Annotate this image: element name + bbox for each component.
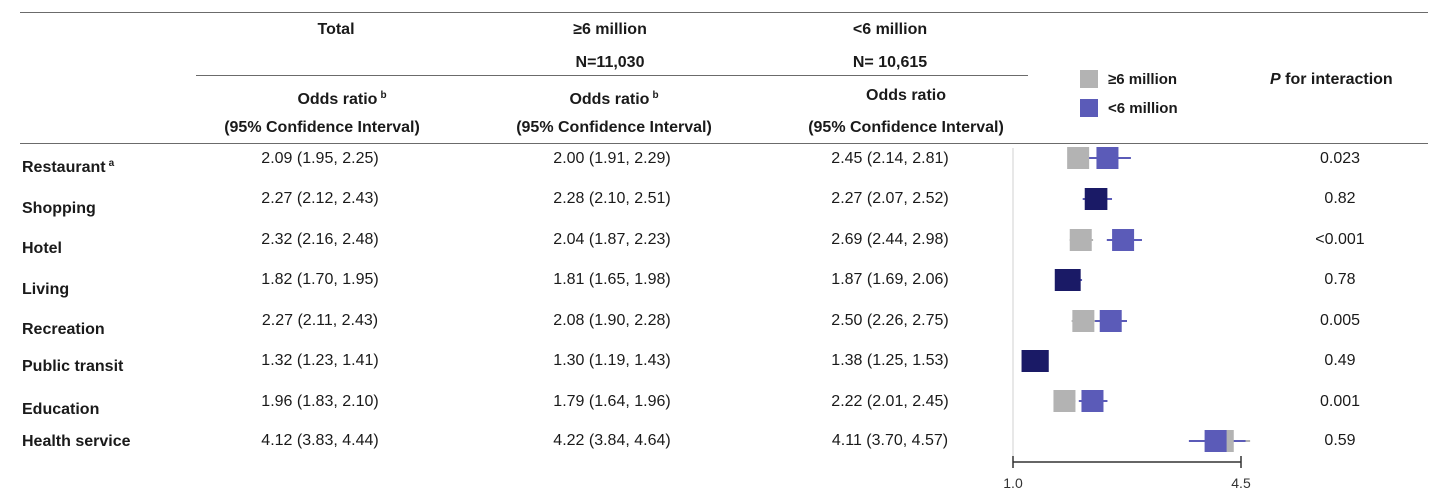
- point-estimate-box: [1072, 310, 1095, 332]
- cell-lt6: 1.87 (1.69, 2.06): [831, 271, 949, 288]
- header-bottom-rule: [20, 143, 1428, 144]
- legend-ge6: ≥6 million: [1080, 70, 1177, 88]
- header-lt6-or: Odds ratio: [865, 87, 947, 104]
- point-estimate-box: [1026, 350, 1049, 372]
- cell-total: 2.27 (2.12, 2.43): [261, 190, 379, 207]
- legend-swatch-lt6: [1080, 99, 1098, 117]
- legend-swatch-ge6: [1080, 70, 1098, 88]
- cell-p: 0.023: [1319, 150, 1361, 167]
- x-axis-tick-label-min: 1.0: [1003, 475, 1023, 491]
- cell-p: 0.78: [1324, 271, 1356, 288]
- row-label-education: Education: [22, 401, 100, 418]
- cell-p: 0.001: [1319, 393, 1361, 410]
- header-lt6-n: N= 10,615: [852, 54, 928, 71]
- row-label-hotel: Hotel: [22, 240, 62, 257]
- cell-lt6: 2.45 (2.14, 2.81): [831, 150, 949, 167]
- row-label-recreation: Recreation: [22, 321, 105, 338]
- header-ge6-ci: (95% Confidence Interval): [516, 119, 712, 136]
- cell-total: 2.09 (1.95, 2.25): [261, 150, 379, 167]
- cell-ge6: 2.04 (1.87, 2.23): [553, 231, 671, 248]
- point-estimate-box: [1099, 310, 1122, 332]
- cell-lt6: 1.38 (1.25, 1.53): [831, 352, 949, 369]
- point-estimate-box: [1067, 147, 1090, 169]
- header-total: Total: [317, 21, 355, 38]
- x-axis-tick-label-max: 4.5: [1231, 475, 1251, 491]
- superscript-b: b: [652, 90, 659, 101]
- cell-p: 0.005: [1319, 312, 1361, 329]
- point-estimate-box: [1084, 188, 1107, 210]
- point-estimate-box: [1081, 390, 1104, 412]
- superscript-a: a: [108, 158, 115, 169]
- cell-ge6: 1.79 (1.64, 1.96): [553, 393, 671, 410]
- header-total-ci: (95% Confidence Interval): [224, 119, 420, 136]
- point-estimate-box: [1204, 430, 1227, 452]
- cell-ge6: 4.22 (3.84, 4.64): [553, 432, 671, 449]
- cell-p: 0.59: [1324, 432, 1356, 449]
- cell-p: 0.82: [1324, 190, 1356, 207]
- top-rule: [20, 12, 1428, 13]
- point-estimate-box: [1058, 269, 1081, 291]
- header-lt6-ci: (95% Confidence Interval): [808, 119, 1004, 136]
- cell-ge6: 2.08 (1.90, 2.28): [553, 312, 671, 329]
- cell-total: 1.96 (1.83, 2.10): [261, 393, 379, 410]
- header-ge6-n: N=11,030: [575, 54, 645, 71]
- cell-p: 0.49: [1324, 352, 1356, 369]
- point-estimate-box: [1112, 229, 1135, 251]
- header-p-interaction: P for interaction: [1270, 71, 1393, 88]
- point-estimate-box: [1096, 147, 1119, 169]
- header-total-or: Odds ratio b: [297, 90, 387, 108]
- cell-ge6: 2.28 (2.10, 2.51): [553, 190, 671, 207]
- cell-lt6: 2.69 (2.44, 2.98): [831, 231, 949, 248]
- cell-lt6: 2.22 (2.01, 2.45): [831, 393, 949, 410]
- cell-total: 1.32 (1.23, 1.41): [261, 352, 379, 369]
- row-label-public-transit: Public transit: [22, 358, 124, 375]
- cell-total: 2.27 (2.11, 2.43): [261, 312, 379, 329]
- legend-lt6: <6 million: [1080, 99, 1178, 117]
- legend-label-lt6: <6 million: [1108, 99, 1178, 117]
- point-estimate-box: [1053, 390, 1076, 412]
- row-label-living: Living: [22, 281, 70, 298]
- cell-lt6: 4.11 (3.70, 4.57): [831, 432, 949, 449]
- header-ge6-or: Odds ratio b: [569, 90, 659, 108]
- legend-label-ge6: ≥6 million: [1108, 70, 1178, 88]
- superscript-b: b: [380, 90, 387, 101]
- cell-p: <0.001: [1315, 231, 1365, 248]
- row-label-shopping: Shopping: [22, 200, 96, 217]
- row-label-health-service: Health service: [22, 433, 131, 450]
- header-ge6: ≥6 million: [573, 21, 647, 38]
- group-header-rule: [196, 75, 1028, 76]
- cell-lt6: 2.27 (2.07, 2.52): [831, 190, 949, 207]
- row-label-restaurant: Restaurant a: [22, 158, 115, 176]
- point-estimate-box: [1069, 229, 1092, 251]
- cell-ge6: 1.30 (1.19, 1.43): [553, 352, 671, 369]
- cell-total: 1.82 (1.70, 1.95): [261, 271, 379, 288]
- header-lt6: <6 million: [852, 21, 928, 38]
- cell-lt6: 2.50 (2.26, 2.75): [831, 312, 949, 329]
- cell-ge6: 2.00 (1.91, 2.29): [553, 150, 671, 167]
- forest-marks: [1021, 147, 1251, 452]
- cell-ge6: 1.81 (1.65, 1.98): [553, 271, 671, 288]
- cell-total: 2.32 (2.16, 2.48): [261, 231, 379, 248]
- cell-total: 4.12 (3.83, 4.44): [261, 432, 379, 449]
